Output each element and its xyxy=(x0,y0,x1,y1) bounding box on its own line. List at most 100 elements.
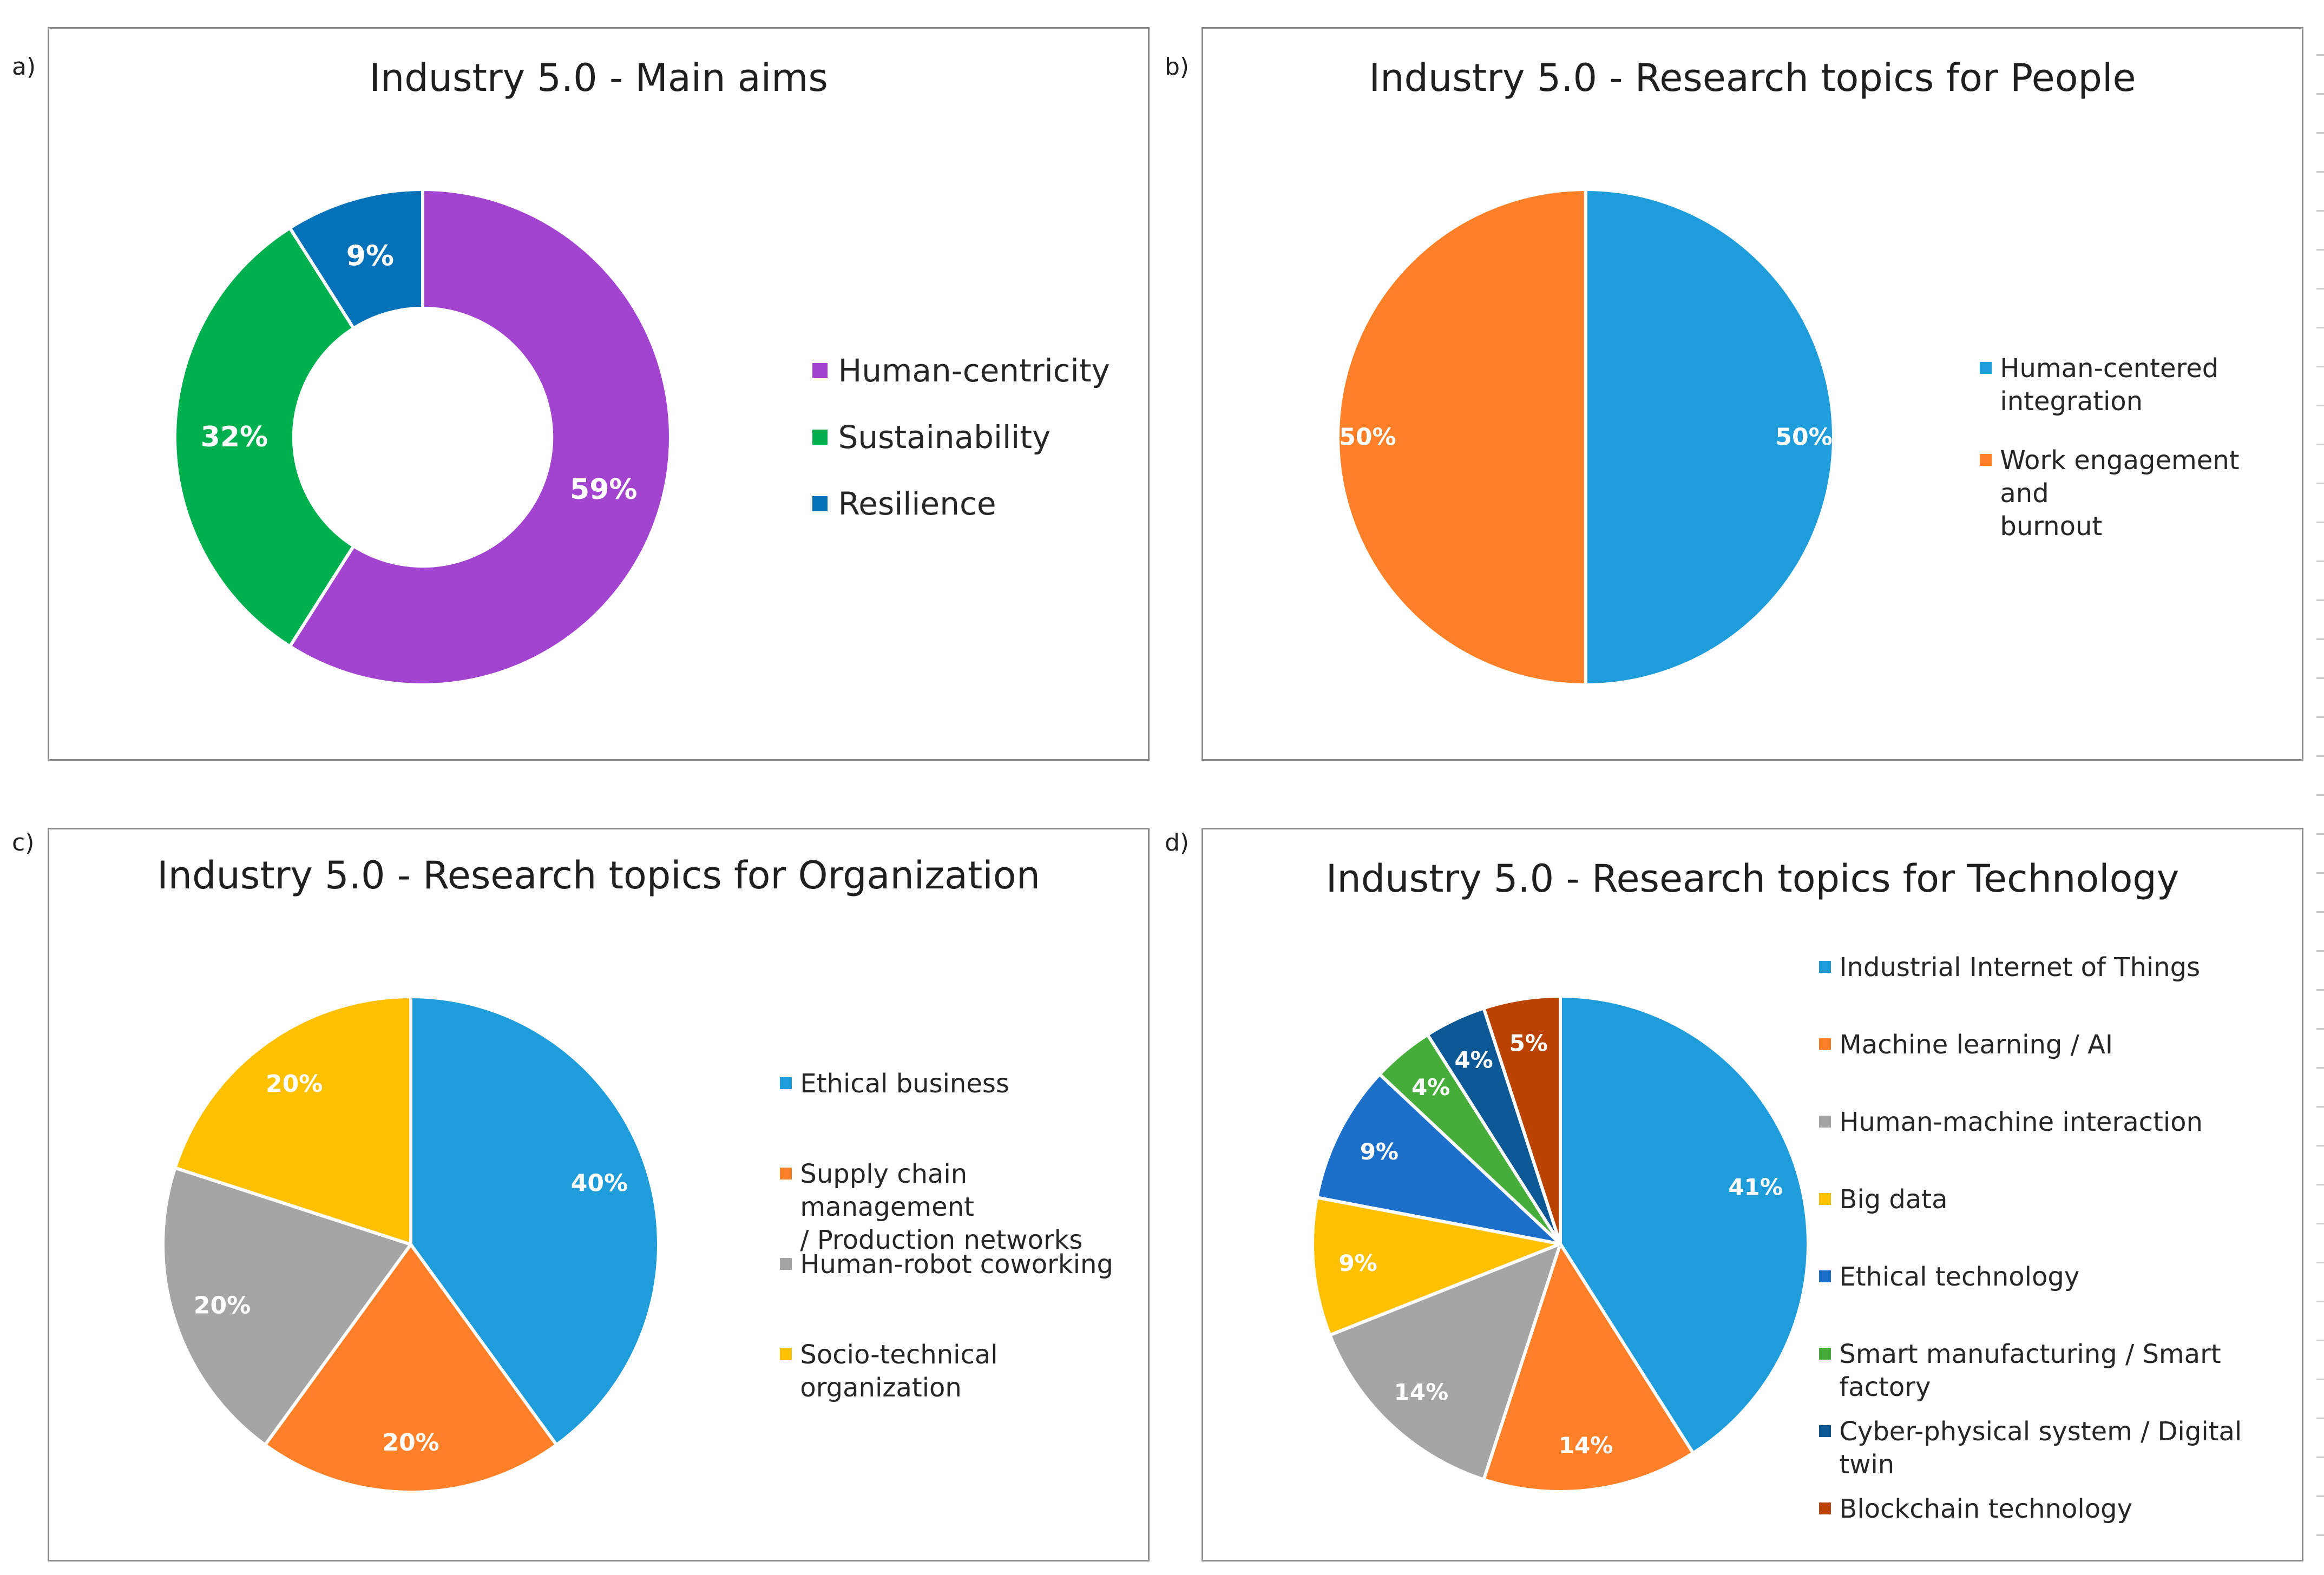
data-label-human-machine-interaction: 14% xyxy=(1394,1379,1449,1405)
edge-tick xyxy=(2316,561,2324,562)
edge-tick xyxy=(2316,1301,2324,1302)
legend-swatch xyxy=(780,1258,792,1270)
edge-tick xyxy=(2316,522,2324,523)
legend-item-socio-technical-organization: Socio-technical organization xyxy=(780,1339,998,1405)
slice-socio-technical-organization xyxy=(173,995,412,1246)
chart-title: Industry 5.0 - Research topics for Techn… xyxy=(1325,856,2179,901)
legend-label: Sustainability xyxy=(838,419,1051,456)
legend-label: Machine learning / AI xyxy=(1839,1030,2113,1060)
data-label-sustainability: 32% xyxy=(201,421,268,453)
legend-label: Socio-technical organization xyxy=(800,1340,998,1403)
data-label-human-centricity: 59% xyxy=(570,473,637,506)
legend-label: Big data xyxy=(1839,1184,1948,1215)
edge-tick xyxy=(2316,288,2324,289)
data-label-resilience: 9% xyxy=(346,240,394,273)
legend-item-blockchain-technology: Blockchain technology xyxy=(1819,1493,2132,1526)
edge-tick xyxy=(2316,1184,2324,1185)
edge-tick xyxy=(2316,171,2324,173)
legend-item-smart-manufacturing-smart-factory: Smart manufacturing / Smart factory xyxy=(1819,1338,2295,1404)
legend-label: Ethical business xyxy=(800,1069,1009,1099)
edge-tick xyxy=(2316,950,2324,952)
legend-swatch xyxy=(1819,1425,1831,1438)
legend-label: Human-centered integration xyxy=(2000,353,2219,417)
edge-tick xyxy=(2316,911,2324,913)
edge-tick xyxy=(2316,366,2324,367)
legend-item-supply-chain-management-production-networks: Supply chain management / Production netw… xyxy=(780,1158,1126,1257)
chart-title: Industry 5.0 - Research topics for Organ… xyxy=(157,853,1040,898)
legend-item-resilience: Resilience xyxy=(812,484,996,524)
legend-swatch xyxy=(1819,1193,1831,1205)
legend-item-ethical-technology: Ethical technology xyxy=(1819,1261,2079,1294)
pie-chart: 40% 20% 20% 20% xyxy=(161,995,660,1494)
data-label-supply-chain-management-production-networks: 20% xyxy=(382,1429,439,1457)
edge-tick xyxy=(2316,1262,2324,1263)
data-label-human-centered-integration: 50% xyxy=(1775,424,1832,451)
slice-machine-learning-ai xyxy=(1482,1242,1695,1493)
edge-tick xyxy=(2316,716,2324,718)
legend-item-human-centricity: Human-centricity xyxy=(812,351,1110,391)
legend-swatch xyxy=(1980,362,1992,374)
slice-work-engagement-and-burnout xyxy=(1336,188,1587,687)
legend-label: Industrial Internet of Things xyxy=(1839,952,2201,983)
slice-blockchain-technology xyxy=(1482,994,1562,1245)
legend-item-big-data: Big data xyxy=(1819,1183,1948,1216)
legend-label: Human-machine interaction xyxy=(1839,1107,2203,1137)
edge-tick xyxy=(2316,872,2324,874)
slice-human-centricity xyxy=(288,188,672,687)
legend-label: Human-robot coworking xyxy=(800,1249,1113,1280)
legend-label: Work engagement and burnout xyxy=(2000,445,2240,542)
edge-tick xyxy=(2316,444,2324,445)
edge-tick xyxy=(2316,93,2324,95)
legend-item-human-machine-interaction: Human-machine interaction xyxy=(1819,1106,2203,1139)
legend-item-machine-learning-ai: Machine learning / AI xyxy=(1819,1029,2113,1062)
legend-label: Smart manufacturing / Smart factory xyxy=(1839,1339,2221,1402)
edge-tick xyxy=(2316,989,2324,991)
legend-label: Human-centricity xyxy=(838,352,1110,389)
legend-swatch xyxy=(1819,1038,1831,1051)
slice-human-robot-coworking xyxy=(161,1166,412,1447)
edge-tick xyxy=(2316,1534,2324,1536)
data-label-big-data: 9% xyxy=(1338,1250,1377,1276)
panel-letter-b: b) xyxy=(1165,53,1190,81)
slice-supply-chain-management-production-networks xyxy=(263,1243,559,1494)
edge-tick xyxy=(2316,599,2324,601)
edge-tick xyxy=(2316,1418,2324,1419)
edge-tick xyxy=(2316,794,2324,796)
edge-tick xyxy=(2316,249,2324,251)
legend-swatch xyxy=(812,363,828,379)
legend-swatch xyxy=(1819,1348,1831,1360)
data-label-smart-manufacturing-smart-factory: 4% xyxy=(1412,1074,1450,1100)
legend-label: Blockchain technology xyxy=(1839,1494,2132,1524)
data-label-socio-technical-organization: 20% xyxy=(266,1070,323,1098)
legend-item-sustainability: Sustainability xyxy=(812,418,1051,458)
legend-item-human-robot-coworking: Human-robot coworking xyxy=(780,1248,1113,1281)
edge-tick xyxy=(2316,1340,2324,1341)
edge-tick xyxy=(2316,755,2324,757)
slice-resilience xyxy=(288,188,424,330)
chart-panel-main-aims: Industry 5.0 - Main aims 59% 32% 9% Human-… xyxy=(48,27,1150,761)
edge-tick xyxy=(2316,132,2324,134)
edge-tick xyxy=(2316,210,2324,212)
data-label-industrial-internet-of-things: 41% xyxy=(1728,1174,1783,1201)
legend-item-industrial-internet-of-things: Industrial Internet of Things xyxy=(1819,951,2200,984)
legend-label: Supply chain management / Production netw… xyxy=(800,1159,1083,1255)
data-label-blockchain-technology: 5% xyxy=(1509,1030,1548,1057)
edge-tick xyxy=(2316,327,2324,328)
edge-tick xyxy=(2316,1067,2324,1069)
legend-swatch xyxy=(780,1348,792,1361)
edge-tick xyxy=(2316,1145,2324,1146)
legend-swatch xyxy=(780,1168,792,1180)
edge-tick xyxy=(2316,677,2324,679)
edge-tick xyxy=(2316,1379,2324,1380)
data-label-cyber-physical-system-digital-twin: 4% xyxy=(1454,1047,1493,1073)
chart-panel-technology: Industry 5.0 - Research topics for Techn… xyxy=(1202,828,2303,1561)
data-label-work-engagement-and-burnout: 50% xyxy=(1339,424,1396,451)
legend-swatch xyxy=(1819,961,1831,973)
edge-tick xyxy=(2316,833,2324,835)
slice-sustainability xyxy=(173,226,356,648)
data-label-human-robot-coworking: 20% xyxy=(194,1292,251,1320)
edge-tick xyxy=(2316,1495,2324,1497)
legend-label: Ethical technology xyxy=(1839,1262,2080,1292)
slice-human-machine-interaction xyxy=(1328,1242,1562,1481)
slice-ethical-business xyxy=(409,995,660,1447)
